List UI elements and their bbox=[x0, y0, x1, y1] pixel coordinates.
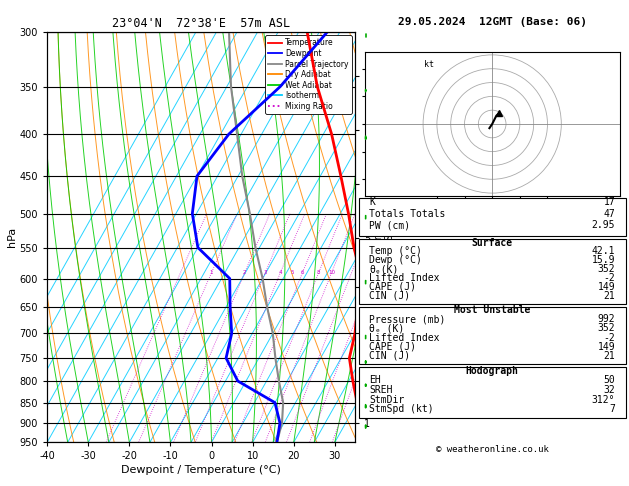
Text: Hodograph: Hodograph bbox=[465, 366, 519, 376]
Text: 17: 17 bbox=[603, 197, 615, 208]
Text: Temp (°C): Temp (°C) bbox=[369, 246, 422, 257]
Text: θₑ(K): θₑ(K) bbox=[369, 264, 399, 274]
Text: Lifted Index: Lifted Index bbox=[369, 273, 440, 283]
Text: 352: 352 bbox=[598, 264, 615, 274]
Text: 992: 992 bbox=[598, 314, 615, 324]
Text: 352: 352 bbox=[598, 324, 615, 333]
Text: 50: 50 bbox=[603, 375, 615, 385]
Text: -2: -2 bbox=[603, 332, 615, 343]
Text: Surface: Surface bbox=[472, 238, 513, 247]
Text: 42.1: 42.1 bbox=[592, 246, 615, 257]
Text: 4: 4 bbox=[279, 270, 282, 275]
Text: Most Unstable: Most Unstable bbox=[454, 305, 530, 315]
Text: Lifted Index: Lifted Index bbox=[369, 332, 440, 343]
Text: 10: 10 bbox=[328, 270, 335, 275]
Text: 21: 21 bbox=[603, 291, 615, 301]
Text: θₑ (K): θₑ (K) bbox=[369, 324, 404, 333]
Text: 15.9: 15.9 bbox=[592, 255, 615, 265]
Text: 47: 47 bbox=[603, 209, 615, 219]
Text: 3: 3 bbox=[264, 270, 267, 275]
Text: K: K bbox=[369, 197, 375, 208]
Y-axis label: km
ASL: km ASL bbox=[374, 228, 395, 246]
Legend: Temperature, Dewpoint, Parcel Trajectory, Dry Adiabat, Wet Adiabat, Isotherm, Mi: Temperature, Dewpoint, Parcel Trajectory… bbox=[265, 35, 352, 114]
Text: StmDir: StmDir bbox=[369, 395, 404, 405]
Text: StmSpd (kt): StmSpd (kt) bbox=[369, 404, 434, 415]
Text: © weatheronline.co.uk: © weatheronline.co.uk bbox=[436, 445, 548, 454]
Text: 29.05.2024  12GMT (Base: 06): 29.05.2024 12GMT (Base: 06) bbox=[398, 17, 587, 27]
FancyBboxPatch shape bbox=[359, 307, 626, 364]
Text: 149: 149 bbox=[598, 282, 615, 292]
Text: CIN (J): CIN (J) bbox=[369, 351, 410, 361]
Text: 1: 1 bbox=[210, 270, 213, 275]
X-axis label: Dewpoint / Temperature (°C): Dewpoint / Temperature (°C) bbox=[121, 466, 281, 475]
Text: 2.95: 2.95 bbox=[592, 220, 615, 230]
Text: CAPE (J): CAPE (J) bbox=[369, 282, 416, 292]
Text: SREH: SREH bbox=[369, 385, 392, 395]
Text: Dewp (°C): Dewp (°C) bbox=[369, 255, 422, 265]
Text: 5: 5 bbox=[291, 270, 294, 275]
Text: Pressure (mb): Pressure (mb) bbox=[369, 314, 445, 324]
Text: PW (cm): PW (cm) bbox=[369, 220, 410, 230]
Title: 23°04'N  72°38'E  57m ASL: 23°04'N 72°38'E 57m ASL bbox=[112, 17, 291, 31]
Text: 32: 32 bbox=[603, 385, 615, 395]
Text: 8: 8 bbox=[317, 270, 321, 275]
Text: 7: 7 bbox=[610, 404, 615, 415]
FancyBboxPatch shape bbox=[359, 198, 626, 236]
Text: 312°: 312° bbox=[592, 395, 615, 405]
Text: Totals Totals: Totals Totals bbox=[369, 209, 445, 219]
Text: 6: 6 bbox=[301, 270, 304, 275]
Text: CIN (J): CIN (J) bbox=[369, 291, 410, 301]
Text: EH: EH bbox=[369, 375, 381, 385]
FancyBboxPatch shape bbox=[359, 367, 626, 418]
Text: kt: kt bbox=[425, 60, 435, 69]
Y-axis label: hPa: hPa bbox=[7, 227, 17, 247]
Text: 21: 21 bbox=[603, 351, 615, 361]
FancyBboxPatch shape bbox=[359, 239, 626, 304]
Text: CAPE (J): CAPE (J) bbox=[369, 342, 416, 352]
Text: 149: 149 bbox=[598, 342, 615, 352]
Text: 2: 2 bbox=[243, 270, 247, 275]
Text: -2: -2 bbox=[603, 273, 615, 283]
